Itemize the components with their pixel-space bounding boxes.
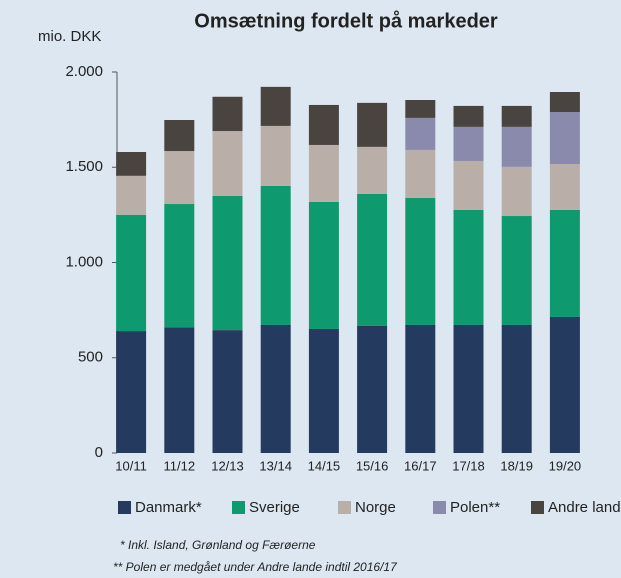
x-tick-label: 14/15 — [308, 458, 341, 473]
bar-segment — [453, 324, 484, 453]
y-tick-label: 1.000 — [65, 253, 103, 270]
y-tick-label: 0 — [95, 444, 103, 461]
bar-segment — [501, 105, 532, 127]
bar-segment — [212, 131, 243, 196]
y-tick-label: 1.500 — [65, 158, 103, 175]
bar-segment — [549, 112, 580, 165]
legend-swatch — [232, 501, 245, 514]
bar-segment — [453, 105, 484, 127]
bar-segment — [308, 104, 339, 145]
bar-segment — [164, 120, 195, 152]
bar-segment — [116, 214, 147, 332]
bar-segment — [260, 324, 291, 453]
bar-segment — [405, 117, 436, 150]
y-tick-label: 500 — [78, 349, 103, 366]
bar-segment — [116, 175, 147, 215]
bar-segment — [212, 330, 243, 453]
bar-segment — [260, 86, 291, 126]
bar-segment — [164, 204, 195, 328]
x-tick-label: 10/11 — [115, 458, 147, 473]
bar-segment — [453, 126, 484, 161]
bar-segment — [212, 195, 243, 331]
bar-segment — [308, 328, 339, 453]
x-tick-label: 11/12 — [164, 458, 196, 473]
legend-label: Norge — [355, 499, 396, 516]
bar-segment — [357, 193, 388, 326]
bar-segment — [308, 201, 339, 329]
bar-segment — [116, 331, 147, 453]
footnote: * Inkl. Island, Grønland og Færøerne — [120, 538, 316, 552]
y-tick-label: 2.000 — [65, 63, 103, 80]
bar-segment — [453, 209, 484, 325]
bar-segment — [549, 164, 580, 210]
bar-segment — [405, 149, 436, 198]
legend-label: Sverige — [249, 499, 300, 516]
bar-segment — [357, 325, 388, 453]
y-axis-label: mio. DKK — [38, 28, 101, 45]
legend-swatch — [531, 501, 544, 514]
bar-segment — [116, 152, 147, 176]
bar-segment — [308, 144, 339, 202]
footnote: ** Polen er medgået under Andre lande in… — [113, 560, 398, 574]
bar-segment — [405, 324, 436, 453]
bar-segment — [549, 209, 580, 317]
bar-segment — [357, 102, 388, 147]
legend-swatch — [433, 501, 446, 514]
x-tick-label: 18/19 — [500, 458, 533, 473]
bar-segment — [357, 146, 388, 194]
bar-segment — [549, 92, 580, 113]
x-tick-label: 15/16 — [356, 458, 389, 473]
bar-segment — [549, 316, 580, 453]
bar-segment — [453, 160, 484, 210]
legend-label: Danmark* — [135, 499, 202, 516]
legend-swatch — [118, 501, 131, 514]
bar-segment — [164, 151, 195, 205]
bar-segment — [260, 125, 291, 186]
bar-segment — [405, 100, 436, 118]
legend-swatch — [338, 501, 351, 514]
bar-segment — [501, 324, 532, 453]
bar-segment — [501, 216, 532, 325]
bar-segment — [501, 166, 532, 217]
bar-segment — [501, 126, 532, 167]
bar-segment — [260, 185, 291, 325]
x-tick-label: 12/13 — [211, 458, 244, 473]
legend-label: Andre lande — [548, 499, 621, 516]
x-tick-label: 13/14 — [259, 458, 292, 473]
bar-segment — [164, 327, 195, 453]
x-tick-label: 16/17 — [404, 458, 437, 473]
legend-label: Polen** — [450, 499, 500, 516]
bar-segment — [405, 197, 436, 325]
bar-segment — [212, 96, 243, 132]
x-tick-label: 19/20 — [549, 458, 582, 473]
x-tick-label: 17/18 — [452, 458, 485, 473]
chart-title: Omsætning fordelt på markeder — [194, 9, 498, 32]
